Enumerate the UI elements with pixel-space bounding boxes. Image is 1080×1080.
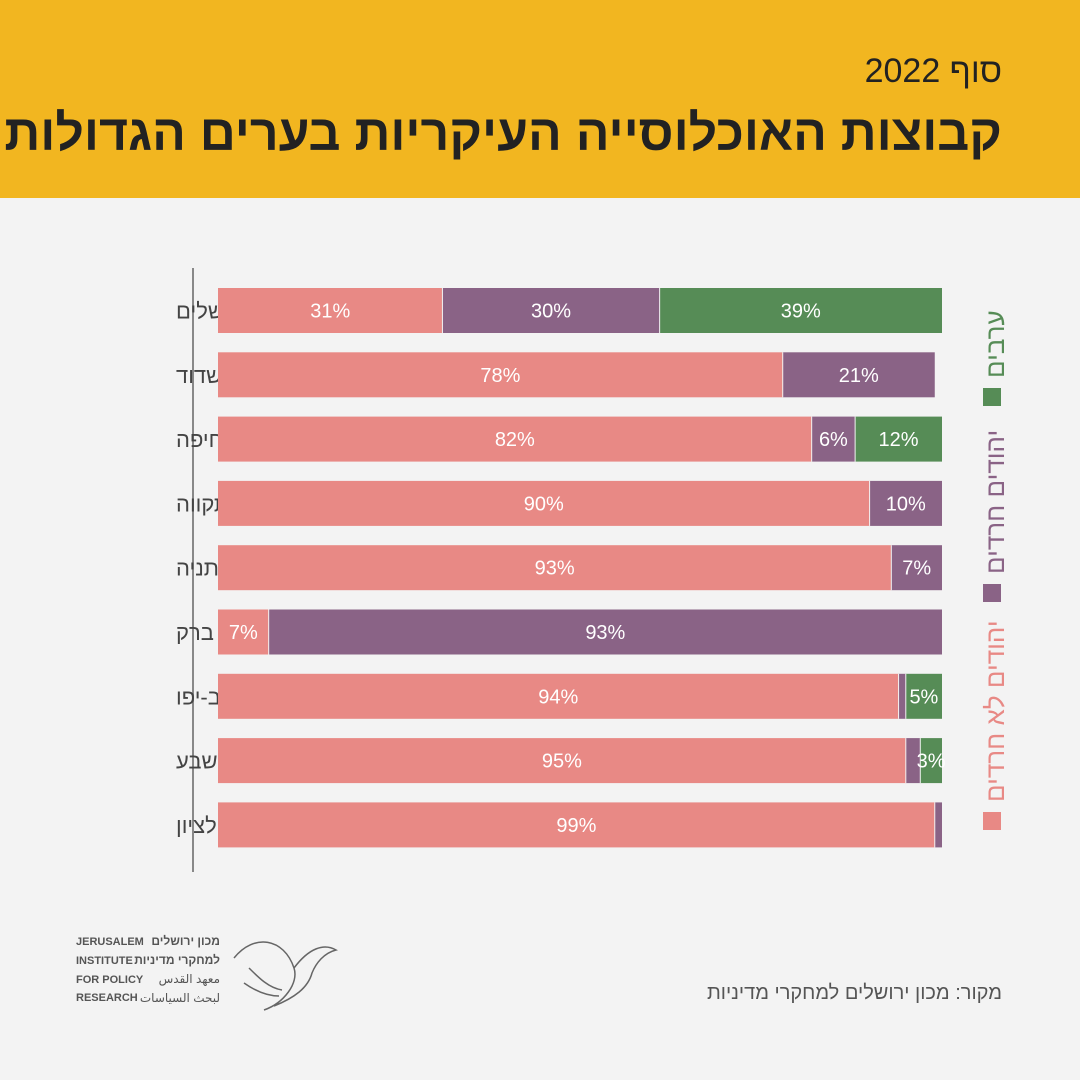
chart-title: קבוצות האוכלוסייה העיקריות בערים הגדולות: [4, 105, 1002, 161]
bar-segment: [782, 352, 935, 398]
bar-segment: [905, 738, 921, 784]
bar-segment: [218, 609, 269, 655]
data-label: 93%: [535, 558, 575, 580]
logo-en-line: INSTITUTE: [76, 955, 133, 967]
bar-segment: [869, 480, 942, 526]
logo-he-line: למחקרי מדיניות: [134, 953, 220, 967]
data-label: 94%: [538, 686, 578, 708]
bar-segment: [905, 673, 942, 719]
data-label: 39%: [781, 301, 821, 323]
data-label: 21%: [839, 365, 879, 387]
institute-logo: JERUSALEM INSTITUTE FOR POLICY RESEARCH …: [76, 928, 346, 1018]
data-label: 3%: [917, 751, 946, 773]
legend-label: ערבים: [980, 310, 1010, 378]
data-label: 90%: [524, 493, 564, 515]
data-label: 7%: [229, 622, 258, 644]
bar-segment: [218, 480, 870, 526]
bar-segment: [920, 738, 942, 784]
legend-swatch: [983, 388, 1001, 406]
data-label: 95%: [542, 751, 582, 773]
data-label: 10%: [886, 493, 926, 515]
logo-en-line: JERUSALEM: [76, 936, 144, 948]
legend-label: יהודים לא חרדים: [980, 620, 1010, 802]
bar-segment: [218, 416, 812, 462]
bar-segment: [218, 288, 443, 333]
category-label: חיפה: [176, 427, 223, 452]
data-label: 12%: [879, 429, 919, 451]
bar-segment: [268, 609, 942, 655]
bar-segment: [218, 673, 899, 719]
data-label: 78%: [480, 365, 520, 387]
logo-en-line: FOR POLICY: [76, 974, 144, 986]
legend-swatch: [983, 584, 1001, 602]
legend-label: יהודים חרדים: [980, 429, 1010, 574]
bar-segment: [934, 802, 942, 848]
data-label: 99%: [556, 815, 596, 837]
data-label: 93%: [585, 622, 625, 644]
dove-icon: [233, 941, 338, 1011]
subtitle: סוף 2022: [864, 52, 1002, 90]
header-banner: סוף 2022 קבוצות האוכלוסייה העיקריות בערי…: [0, 0, 1080, 198]
bar-segment: [891, 545, 942, 591]
bar-segment: [855, 416, 942, 462]
data-label: 31%: [310, 301, 350, 323]
bar-segment: [811, 416, 856, 462]
logo-he-line: מכון ירושלים: [151, 934, 220, 948]
legend-swatch: [983, 812, 1001, 830]
bar-segment: [898, 673, 906, 719]
bar-segment: [218, 738, 906, 784]
bar-segment: [218, 352, 783, 398]
logo-ar-line: معهد القدس: [158, 972, 220, 986]
logo-en-line: RESEARCH: [76, 992, 138, 1004]
bar-segment: [218, 802, 935, 848]
data-label: 7%: [902, 558, 931, 580]
data-label: 6%: [819, 429, 848, 451]
source-note: מקור: מכון ירושלים למחקרי מדיניות: [706, 982, 1002, 1004]
logo-ar-line: لبحث السياسات: [139, 991, 220, 1005]
bar-segment: [659, 288, 942, 333]
bar-segment: [442, 288, 660, 333]
data-label: 82%: [495, 429, 535, 451]
data-label: 5%: [909, 686, 938, 708]
data-label: 30%: [531, 301, 571, 323]
bar-segment: [218, 545, 892, 591]
